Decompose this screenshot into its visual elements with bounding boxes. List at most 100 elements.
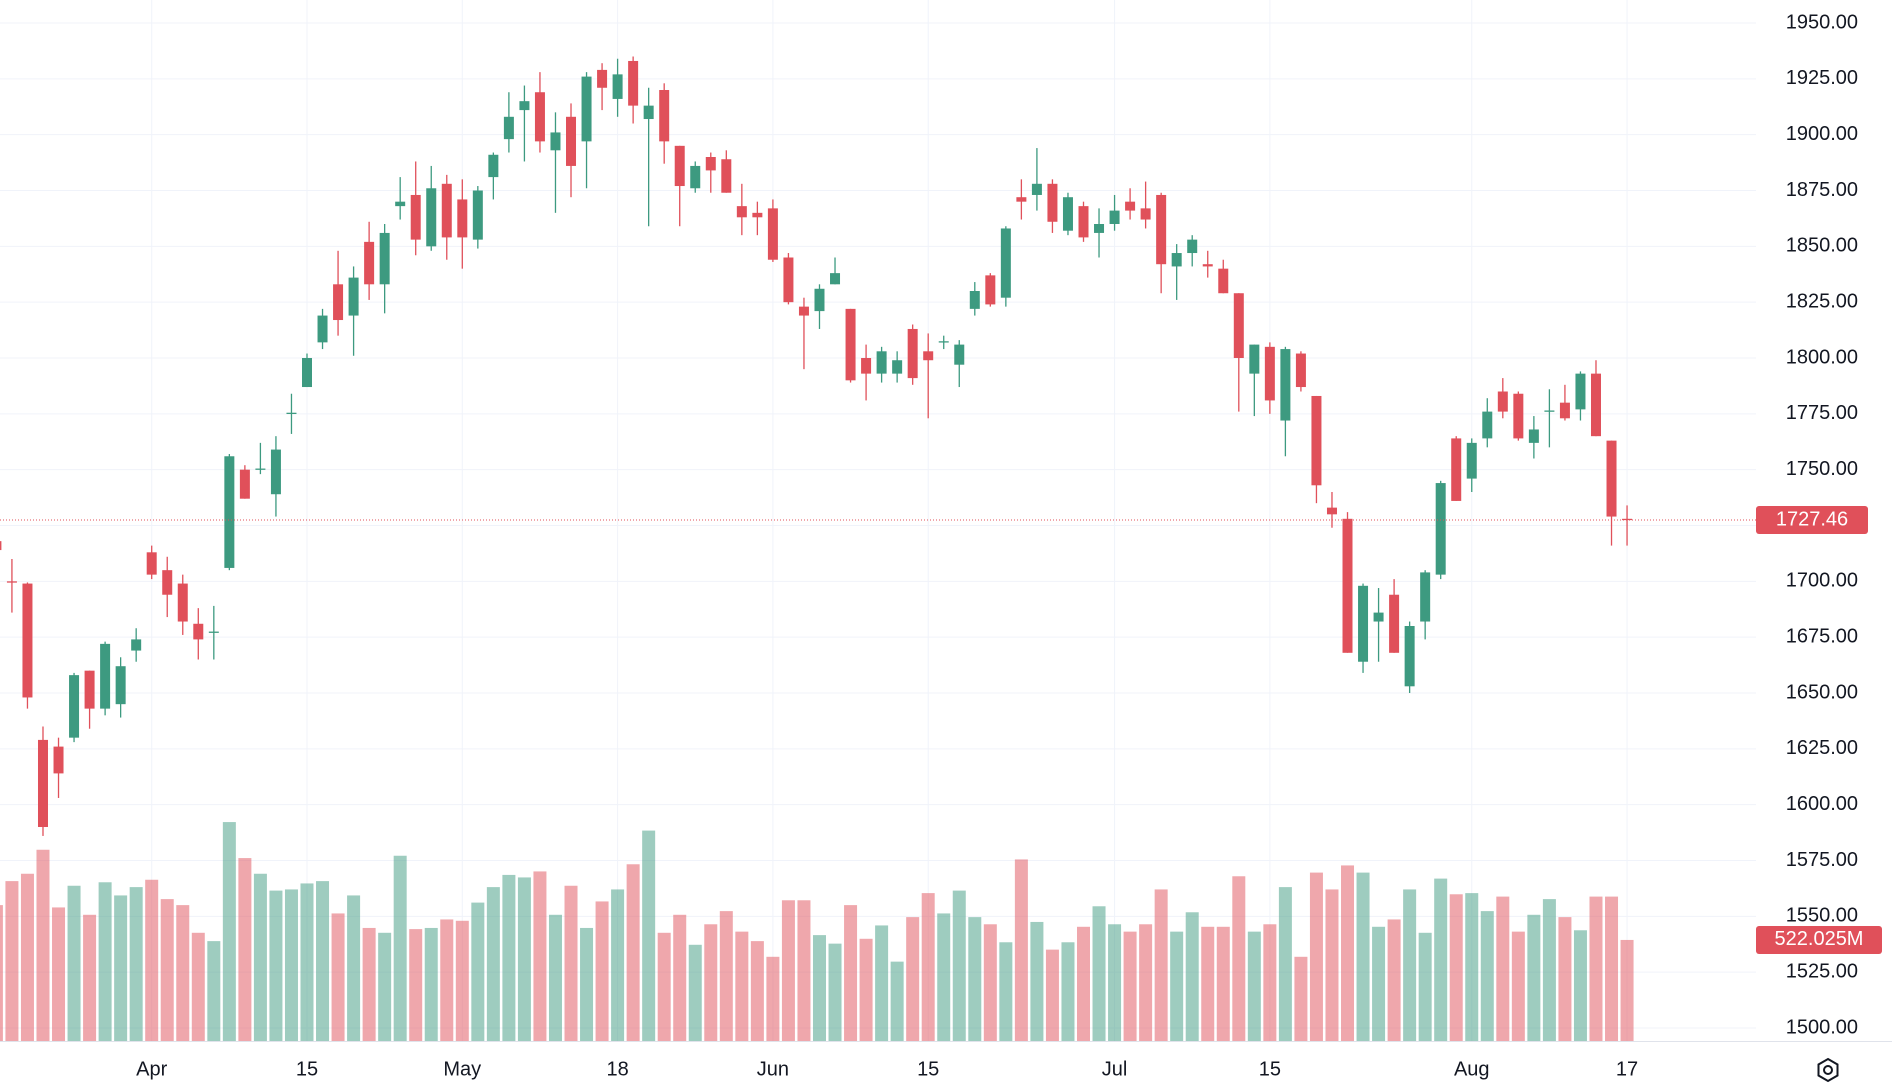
y-tick-label: 1875.00 — [1786, 179, 1858, 201]
volume-bar — [844, 905, 858, 1041]
candle-body — [84, 670, 95, 709]
candle-body — [814, 288, 825, 312]
volume-bar — [999, 942, 1013, 1041]
volume-bar — [1092, 906, 1106, 1041]
candle-body — [969, 291, 980, 309]
candle-body — [488, 154, 499, 178]
candle-body — [752, 212, 763, 218]
candle-body — [519, 101, 530, 111]
candle-body — [923, 351, 934, 361]
y-tick-label: 1600.00 — [1786, 793, 1858, 815]
candle-body — [1559, 402, 1570, 419]
candle-body — [1156, 194, 1167, 265]
candle-body — [503, 116, 514, 140]
volume-bar — [859, 938, 873, 1041]
candle-body — [0, 541, 2, 551]
volume-bar — [471, 902, 485, 1041]
y-tick-label: 1775.00 — [1786, 402, 1858, 424]
volume-bar — [642, 830, 656, 1041]
candle-body — [224, 456, 235, 568]
candle-body — [861, 358, 872, 374]
candle-body — [193, 623, 204, 640]
x-tick-label: 15 — [1259, 1058, 1281, 1080]
volume-bar — [906, 917, 920, 1041]
candle-body — [690, 165, 701, 189]
volume-bar — [1589, 896, 1603, 1041]
volume-bar — [238, 858, 252, 1041]
volume-bar — [533, 871, 547, 1041]
volume-bar — [1465, 893, 1479, 1041]
y-tick-label: 1700.00 — [1786, 570, 1858, 592]
volume-bar — [1232, 876, 1246, 1041]
x-tick-label: 18 — [606, 1058, 628, 1080]
candle-body — [1031, 183, 1042, 195]
volume-bar — [781, 900, 795, 1041]
volume-bar — [114, 895, 128, 1041]
candle-body — [1094, 224, 1105, 233]
settings-button[interactable] — [1817, 1057, 1839, 1083]
volume-bar — [1511, 931, 1525, 1041]
volume-bar — [1387, 919, 1401, 1041]
volume-bar — [673, 914, 687, 1041]
volume-bar — [937, 913, 951, 1041]
volume-bar — [517, 877, 531, 1041]
candle-body — [69, 675, 80, 738]
x-tick-label: Jun — [757, 1058, 789, 1080]
volume-bar — [486, 887, 500, 1041]
volume-bar — [1061, 942, 1075, 1041]
candle-body — [1513, 393, 1524, 439]
candle-body — [302, 358, 312, 388]
price-label-box — [1756, 506, 1868, 535]
volume-bar — [160, 899, 174, 1041]
volume-bar — [424, 927, 438, 1041]
volume-bar — [657, 932, 671, 1041]
candle-body — [597, 69, 608, 88]
candle-body — [441, 183, 452, 238]
candle-body — [705, 157, 716, 171]
candle-body — [395, 201, 406, 207]
candle-body — [892, 360, 903, 374]
volume-bar — [1496, 896, 1510, 1041]
volume-bar — [300, 883, 314, 1041]
volume-bar — [983, 924, 997, 1041]
volume-bar — [67, 885, 81, 1041]
candle-body — [1249, 344, 1260, 374]
candle-body — [239, 469, 250, 499]
candle-body — [907, 328, 918, 379]
x-tick-label: 15 — [296, 1058, 318, 1080]
volume-bar — [1403, 889, 1417, 1041]
candle-body — [938, 341, 949, 343]
candle-body — [659, 90, 670, 142]
volume-bar — [1542, 899, 1556, 1041]
volume-bar — [1449, 894, 1463, 1041]
candle-body — [1000, 228, 1011, 298]
candle-body — [612, 74, 623, 99]
candle-body — [1218, 268, 1229, 294]
x-tick-label: Apr — [136, 1058, 167, 1080]
y-tick-label: 1950.00 — [1786, 11, 1858, 33]
candle-body — [255, 468, 266, 470]
volume-bar — [269, 890, 283, 1041]
candle-body — [1544, 410, 1555, 412]
candle-body — [115, 666, 126, 705]
candle-body — [1264, 346, 1275, 401]
candle-body — [985, 275, 996, 305]
volume-bar — [393, 855, 407, 1041]
volume-bar — [36, 849, 50, 1041]
candle-body — [208, 631, 219, 633]
candle-body — [1528, 429, 1539, 443]
candle-body — [317, 315, 328, 343]
volume-bar — [564, 885, 578, 1041]
candle-body — [410, 194, 421, 240]
volume-bar — [145, 879, 159, 1041]
candle-body — [1435, 483, 1446, 575]
volume-bar — [331, 913, 345, 1041]
candle-body — [1140, 208, 1151, 220]
volume-bar — [1418, 932, 1432, 1041]
candle-body — [53, 746, 64, 774]
volume-bar — [921, 893, 935, 1041]
y-tick-label: 1850.00 — [1786, 235, 1858, 257]
candle-body — [1295, 353, 1306, 388]
candle-body — [1125, 201, 1136, 211]
